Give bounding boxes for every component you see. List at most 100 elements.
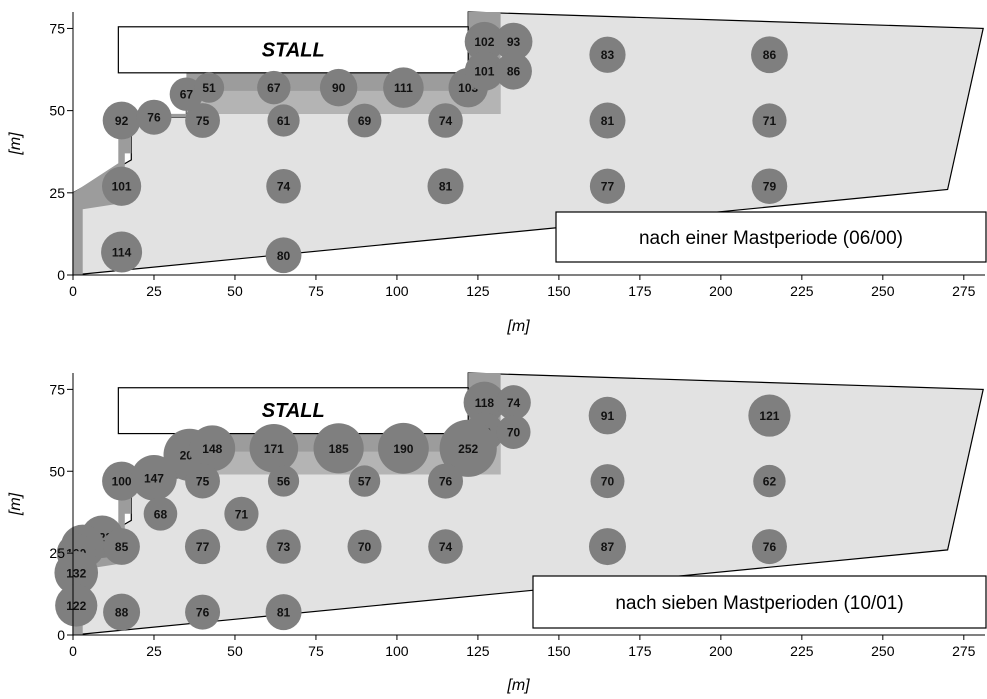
data-point (102, 101, 141, 140)
data-point-label: 93 (507, 35, 521, 49)
y-tick-label: 25 (49, 185, 65, 201)
x-tick-label: 275 (952, 283, 976, 299)
data-point (428, 103, 463, 138)
data-point (101, 166, 142, 206)
data-point-label: 79 (763, 180, 777, 194)
data-point-label: 81 (601, 114, 615, 128)
data-point-label: 76 (439, 475, 453, 489)
data-point-label: 91 (601, 409, 615, 423)
data-point (752, 103, 787, 138)
data-point (589, 36, 626, 73)
data-point-label: 86 (763, 48, 777, 62)
data-point-label: 92 (115, 114, 129, 128)
data-point (383, 67, 424, 108)
data-point-label: 101 (112, 180, 132, 194)
data-point-label: 88 (115, 606, 129, 620)
x-tick-label: 150 (547, 643, 571, 659)
y-tick-label: 75 (49, 381, 65, 397)
data-point (265, 594, 302, 631)
data-point-label: 90 (332, 81, 346, 95)
data-point (184, 528, 221, 565)
y-tick-label: 0 (57, 267, 65, 283)
data-point-label: 67 (180, 88, 194, 102)
caption-text: nach sieben Mastperioden (10/01) (615, 593, 903, 614)
y-axis-label: [m] (7, 132, 24, 156)
data-point (257, 70, 291, 105)
data-point (185, 103, 220, 138)
data-point (428, 529, 463, 564)
data-point (101, 231, 143, 273)
data-point-label: 100 (112, 475, 132, 489)
data-point-label: 81 (439, 180, 453, 194)
data-point-label: 121 (759, 409, 779, 423)
data-point-label: 61 (277, 114, 291, 128)
data-point-label: 252 (458, 442, 478, 456)
data-point (185, 463, 220, 499)
y-tick-label: 50 (49, 463, 65, 479)
data-point-label: 101 (474, 65, 494, 79)
x-axis-label: [m] (506, 677, 530, 694)
data-point-label: 185 (329, 442, 349, 456)
data-point (267, 465, 300, 497)
data-point (751, 168, 788, 205)
x-tick-label: 100 (385, 283, 409, 299)
data-point (102, 461, 142, 501)
data-point (496, 414, 531, 449)
data-point-label: 86 (507, 65, 521, 79)
data-point-label: 83 (601, 48, 615, 62)
x-tick-label: 175 (628, 643, 652, 659)
data-point-label: 71 (763, 114, 777, 128)
data-point (249, 424, 299, 473)
data-point-label: 73 (277, 540, 291, 554)
data-point-label: 62 (763, 475, 777, 489)
x-tick-label: 125 (466, 283, 490, 299)
x-tick-label: 225 (790, 283, 814, 299)
data-point (103, 593, 141, 631)
data-point (266, 529, 301, 564)
data-point-label: 77 (196, 540, 210, 554)
x-tick-label: 75 (308, 283, 324, 299)
data-point (378, 422, 429, 474)
y-tick-label: 0 (57, 627, 65, 643)
x-tick-label: 175 (628, 283, 652, 299)
data-point (463, 381, 506, 424)
y-axis-label: [m] (7, 492, 24, 516)
data-point (54, 550, 99, 595)
data-point-label: 74 (439, 540, 453, 554)
data-point (588, 396, 627, 435)
data-point-label: 75 (196, 114, 210, 128)
data-point-label: 190 (393, 442, 413, 456)
data-point-label: 69 (358, 114, 372, 128)
x-tick-label: 200 (709, 283, 733, 299)
data-point-label: 68 (154, 507, 168, 521)
data-point-label: 70 (358, 540, 372, 554)
x-tick-label: 25 (146, 643, 162, 659)
data-point-label: 85 (115, 540, 129, 554)
data-point-label: 75 (196, 475, 210, 489)
data-point-label: 77 (601, 180, 615, 194)
x-tick-label: 250 (871, 643, 895, 659)
data-point (464, 21, 505, 62)
data-point (103, 528, 140, 565)
data-point-label: 147 (144, 471, 164, 485)
data-point-label: 114 (112, 245, 132, 259)
data-point (267, 104, 300, 137)
caption-text: nach einer Mastperiode (06/00) (639, 228, 903, 249)
x-tick-label: 50 (227, 283, 243, 299)
x-tick-label: 225 (790, 643, 814, 659)
data-point-label: 70 (601, 475, 615, 489)
data-point (266, 168, 301, 204)
stall-label: STALL (262, 39, 325, 61)
data-point (589, 102, 626, 139)
data-point (143, 497, 178, 531)
data-point-label: 87 (601, 540, 615, 554)
y-tick-label: 25 (49, 545, 65, 561)
data-point (347, 103, 382, 138)
data-point (464, 51, 504, 91)
stall-building (117, 26, 469, 74)
chart-panel-bottom: STALL11874997091121203148171185190252100… (7, 372, 987, 694)
data-point (131, 455, 177, 501)
x-tick-label: 25 (146, 283, 162, 299)
data-point (185, 594, 221, 630)
data-point (193, 72, 225, 103)
